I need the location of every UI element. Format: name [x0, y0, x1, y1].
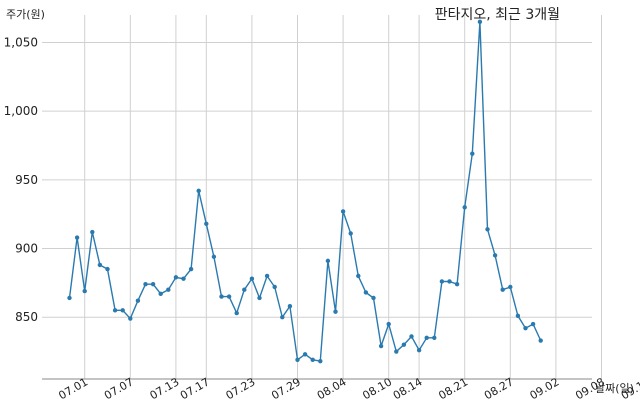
data-point: [318, 358, 323, 364]
y-tick-label: 850: [15, 310, 38, 324]
data-point: [348, 231, 353, 236]
data-point: [287, 304, 293, 309]
y-tick-label: 900: [15, 242, 38, 256]
data-point: [378, 343, 384, 349]
data-point: [120, 308, 125, 313]
y-tick-labels: 850 900 950 1,000 1,050: [4, 35, 38, 324]
data-point: [401, 342, 407, 347]
data-point: [135, 298, 141, 303]
data-point: [173, 275, 179, 280]
data-point: [150, 282, 156, 287]
data-point: [112, 308, 118, 313]
data-point: [82, 288, 87, 294]
x-axis-label: 날짜(일): [595, 381, 634, 395]
data-point: [166, 287, 171, 292]
data-point: [196, 188, 201, 194]
data-point: [158, 291, 163, 297]
data-point: [462, 205, 467, 210]
data-point: [523, 325, 528, 331]
grid: [42, 15, 602, 379]
data-point: [90, 229, 95, 235]
data-point: [530, 321, 536, 327]
data-point: [143, 282, 148, 287]
data-point: [538, 338, 543, 343]
data-point: [67, 295, 72, 301]
data-point: [280, 314, 285, 320]
data-point: [302, 352, 308, 357]
data-point: [500, 287, 505, 292]
data-point: [333, 309, 338, 314]
y-tick-label: 1,000: [4, 104, 38, 118]
data-point: [386, 321, 391, 327]
data-point: [74, 235, 80, 240]
data-point: [454, 282, 460, 287]
y-tick-label: 950: [15, 173, 38, 187]
series-layer: [67, 19, 543, 364]
data-point: [492, 253, 498, 258]
data-point: [371, 295, 376, 301]
data-point: [432, 335, 437, 340]
data-point: [204, 221, 209, 226]
data-point: [447, 279, 452, 284]
data-point: [477, 19, 483, 25]
data-point: [310, 357, 315, 362]
series-line: [68, 21, 542, 362]
chart-title: 판타지오, 최근 3개월: [435, 7, 560, 23]
data-point: [325, 258, 331, 264]
data-point: [234, 310, 239, 316]
data-point: [424, 335, 429, 340]
y-axis-label: 주가(원): [6, 8, 45, 21]
y-tick-label: 1,050: [4, 35, 38, 49]
data-point: [211, 254, 217, 259]
data-point: [226, 294, 232, 299]
data-point: [242, 287, 247, 292]
data-point: [257, 295, 262, 301]
data-point: [249, 276, 255, 281]
data-point: [409, 334, 414, 339]
data-point: [485, 227, 490, 232]
data-point: [470, 151, 475, 156]
data-point: [295, 357, 300, 362]
data-point: [272, 284, 277, 290]
data-point: [219, 294, 224, 299]
data-point: [128, 316, 133, 321]
data-point: [363, 290, 369, 295]
data-point: [508, 284, 513, 290]
data-point: [340, 209, 346, 214]
data-point: [264, 273, 270, 279]
data-point: [105, 266, 110, 272]
data-point: [439, 279, 445, 284]
data-point: [356, 273, 361, 279]
data-point: [394, 349, 399, 354]
data-point: [181, 276, 186, 281]
data-point: [188, 266, 194, 272]
data-point: [97, 262, 103, 268]
data-point: [416, 347, 422, 353]
data-point: [515, 313, 521, 319]
